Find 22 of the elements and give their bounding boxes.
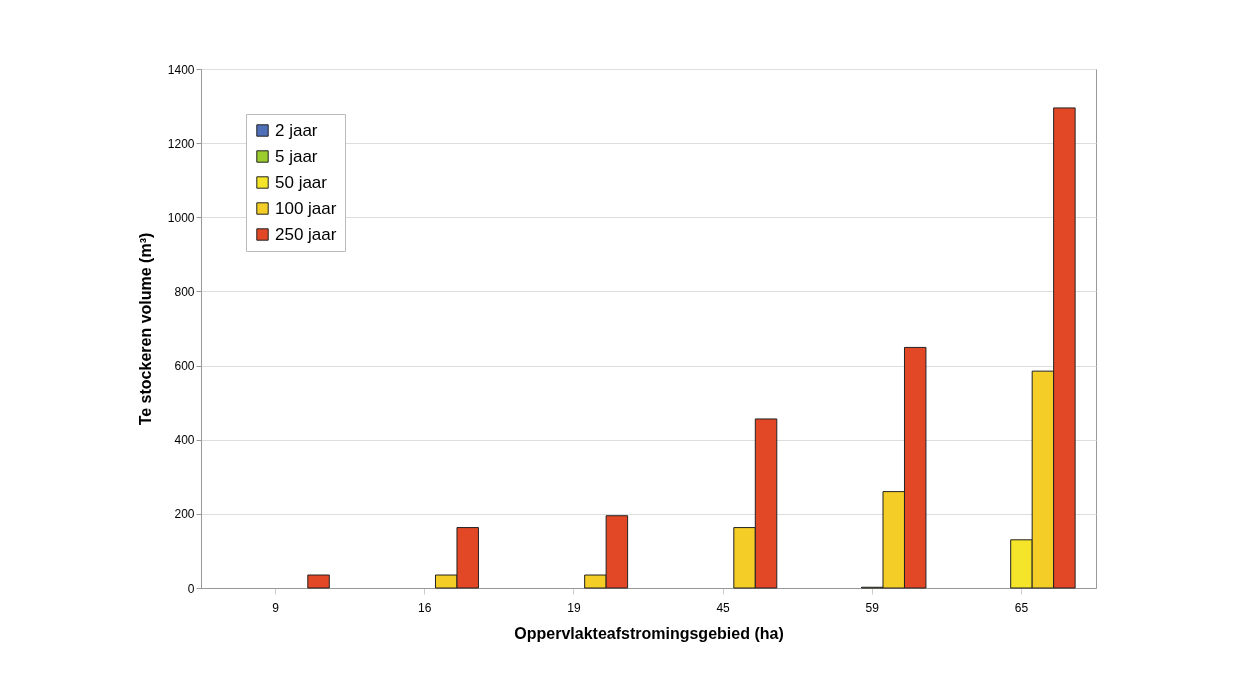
legend-label: 2 jaar: [275, 120, 318, 140]
x-tick-label: 16: [418, 600, 432, 615]
legend-label: 5 jaar: [275, 146, 318, 166]
y-tick-label: 600: [174, 359, 195, 374]
y-tick-label: 800: [174, 284, 195, 299]
x-tick-label: 45: [716, 600, 731, 615]
x-tick-label: 59: [865, 600, 880, 615]
y-tick-label: 0: [187, 581, 195, 596]
y-tick-label: 1200: [167, 136, 195, 151]
x-tick-label: 65: [1014, 600, 1029, 615]
y-tick-label: 200: [174, 507, 195, 522]
y-tick-label: 1000: [167, 210, 195, 225]
legend-label: 250 jaar: [275, 224, 337, 244]
y-tick-label: 400: [174, 433, 195, 448]
y-tick-label: 1400: [167, 62, 195, 77]
y-axis-title: Te stockeren volume (m³): [136, 232, 154, 426]
x-axis-title: Oppervlakteafstromingsgebied (ha): [514, 624, 784, 642]
bar: [307, 574, 330, 589]
x-tick-label: 19: [567, 600, 581, 615]
legend-label: 100 jaar: [275, 198, 337, 218]
legend-label: 50 jaar: [275, 172, 328, 192]
x-tick-label: 9: [272, 600, 280, 615]
